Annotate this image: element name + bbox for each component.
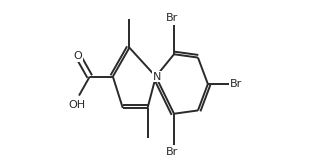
Text: OH: OH	[69, 100, 86, 110]
Text: N: N	[153, 72, 161, 82]
Text: O: O	[74, 51, 82, 61]
Text: Br: Br	[166, 147, 179, 157]
Text: Br: Br	[230, 79, 242, 89]
Text: Br: Br	[166, 13, 179, 23]
